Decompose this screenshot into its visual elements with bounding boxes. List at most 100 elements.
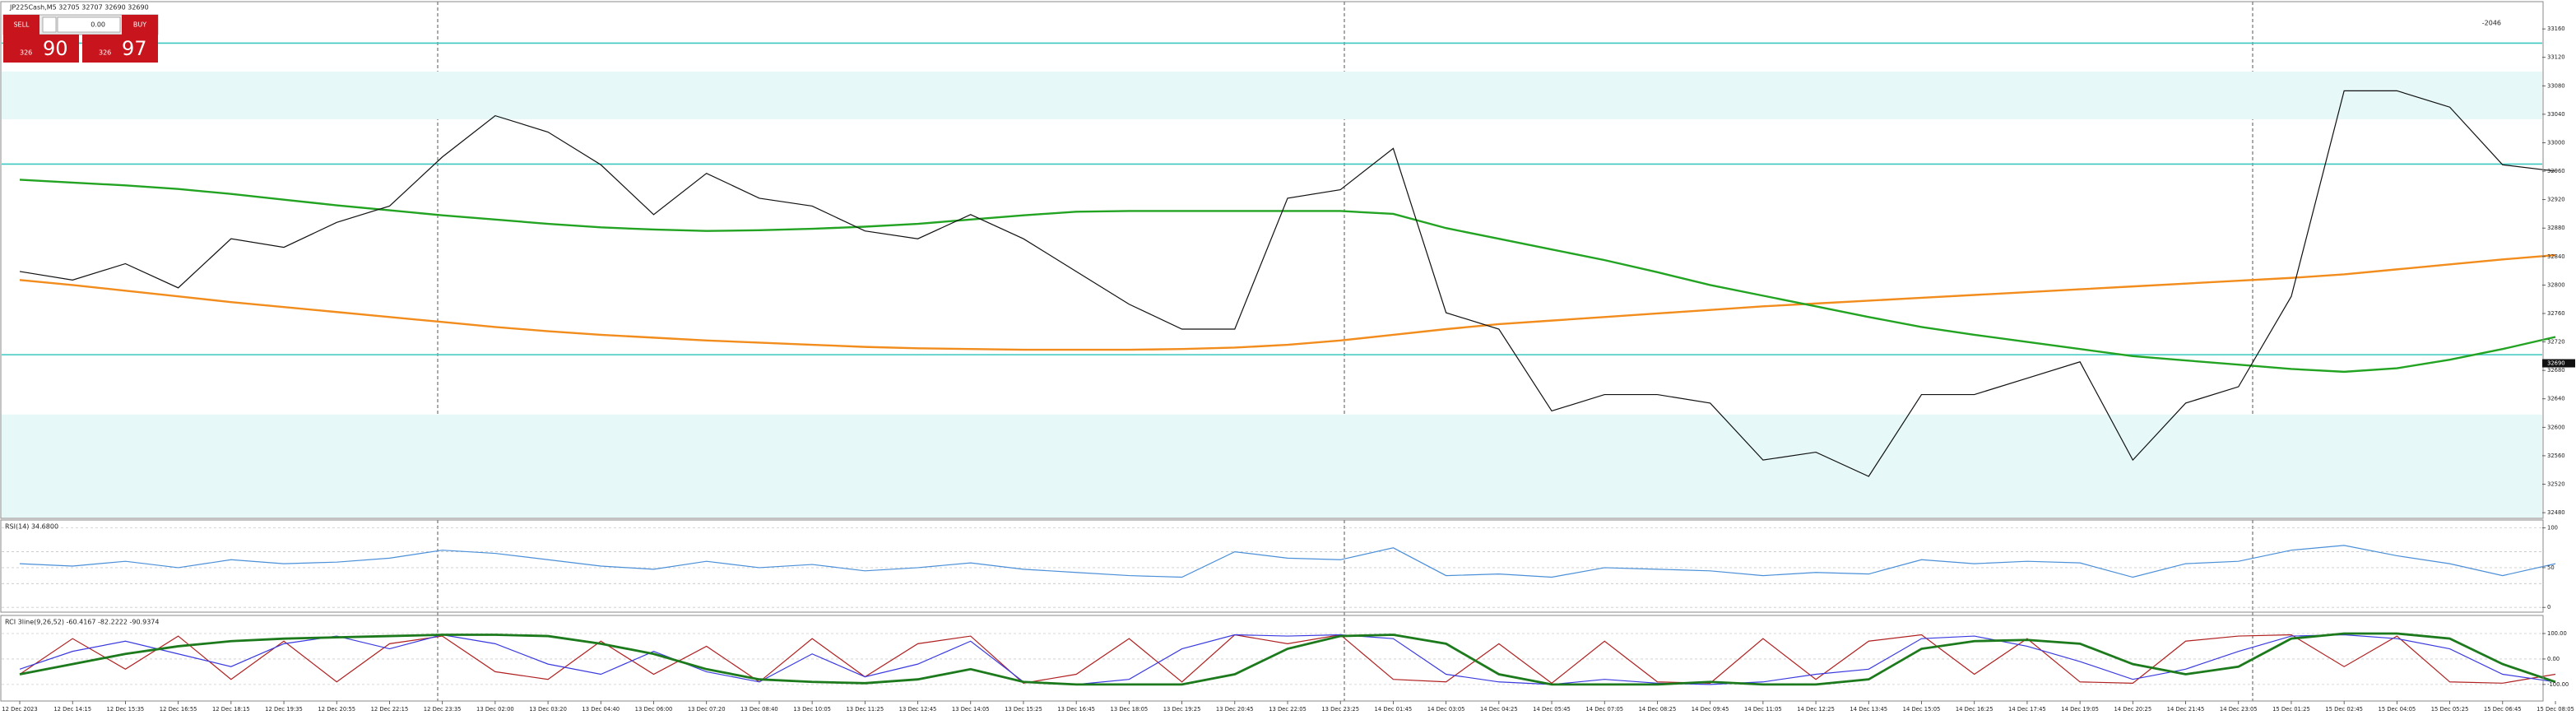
- buy-price[interactable]: [82, 35, 158, 63]
- last-price-box: [2542, 359, 2575, 368]
- x-tick-label: 14 Dec 23:05: [2220, 706, 2258, 713]
- x-tick-label: 13 Dec 20:45: [1216, 706, 1254, 713]
- x-tick-label: 15 Dec 02:45: [2325, 706, 2363, 713]
- x-tick-label: 14 Dec 13:45: [1850, 706, 1887, 713]
- x-tick-label: 12 Dec 19:35: [265, 706, 303, 713]
- x-tick-label: 12 Dec 2023: [2, 706, 37, 713]
- y-tick-label: 32480: [2547, 509, 2565, 516]
- y-tick-label: 0.00: [2547, 656, 2560, 662]
- chart-title: JP225Cash,M5 32705 32707 32690 32690: [9, 4, 149, 12]
- x-tick-label: 14 Dec 16:25: [1956, 706, 1993, 713]
- series-line: [19, 179, 2556, 374]
- x-tick-label: 13 Dec 08:40: [740, 706, 778, 713]
- y-tick-label: 32680: [2547, 367, 2565, 374]
- y-tick-label: 32840: [2547, 253, 2565, 260]
- y-tick-label: 100.00: [2547, 630, 2567, 637]
- zone: [2, 72, 2542, 119]
- x-tick-label: 12 Dec 15:35: [107, 706, 145, 713]
- main-frame: [0, 1, 2544, 519]
- buy-label[interactable]: BUY: [133, 21, 146, 29]
- x-tick-label: 14 Dec 15:05: [1903, 706, 1941, 713]
- y-tick-label: -100.00: [2547, 681, 2569, 688]
- trade-panel: SELL BUY 0.00 326 90 326 97: [2, 14, 159, 63]
- x-tick-label: 13 Dec 22:05: [1269, 706, 1307, 713]
- x-tick-label: 14 Dec 20:25: [2114, 706, 2151, 713]
- buy-price-big: 97: [122, 37, 147, 60]
- y-tick-label: 33120: [2547, 54, 2565, 61]
- y-tick-label: 32800: [2547, 281, 2565, 288]
- y-tick-label: 32560: [2547, 453, 2565, 459]
- axes: 32480 32520 32560 32600 32640 32680 32720 32760…: [2, 26, 2575, 713]
- x-tick-label: 14 Dec 01:45: [1375, 706, 1413, 713]
- x-tick-label: 12 Dec 14:15: [53, 706, 91, 713]
- x-tick-label: 14 Dec 08:25: [1639, 706, 1677, 713]
- y-tick-label: 32920: [2547, 197, 2565, 203]
- x-tick-label: 13 Dec 15:25: [1005, 706, 1042, 713]
- y-tick-label: 33080: [2547, 82, 2565, 89]
- y-tick-label: 32600: [2547, 424, 2565, 430]
- x-tick-label: 14 Dec 03:05: [1427, 706, 1465, 713]
- x-tick-label: 13 Dec 19:25: [1163, 706, 1201, 713]
- x-tick-label: 13 Dec 23:25: [1321, 706, 1359, 713]
- lot-value[interactable]: 0.00: [91, 21, 105, 29]
- last-price-label: 32690: [2547, 360, 2565, 367]
- rsi-title: RSI(14) 34.6800: [5, 523, 58, 531]
- sell-price-small: 326: [20, 49, 32, 57]
- rci-title: RCI 3line(9,26,52) -60.4167 -82.2222 -90…: [5, 619, 160, 626]
- series-line: [19, 545, 2556, 578]
- x-tick-label: 13 Dec 02:00: [476, 706, 514, 713]
- x-tick-label: 13 Dec 18:05: [1111, 706, 1149, 713]
- corner-value: -2046: [2482, 20, 2501, 27]
- lot-input[interactable]: [57, 16, 121, 33]
- series-line: [19, 90, 2556, 477]
- x-tick-label: 13 Dec 04:40: [582, 706, 620, 713]
- y-tick-label: 33000: [2547, 139, 2565, 146]
- x-tick-label: 15 Dec 05:25: [2431, 706, 2469, 713]
- x-tick-label: 14 Dec 21:45: [2167, 706, 2205, 713]
- buy-price-small: 326: [99, 49, 111, 57]
- x-tick-label: 15 Dec 01:25: [2272, 706, 2310, 713]
- series-line: [19, 634, 2556, 685]
- x-tick-label: 15 Dec 04:05: [2379, 706, 2416, 713]
- x-tick-label: 14 Dec 04:25: [1480, 706, 1518, 713]
- x-tick-label: 13 Dec 03:20: [529, 706, 567, 713]
- x-tick-label: 12 Dec 23:35: [424, 706, 462, 713]
- sell-price-big: 90: [43, 37, 68, 60]
- y-tick-label: 32720: [2547, 339, 2565, 346]
- buy-button[interactable]: [122, 15, 158, 35]
- x-tick-label: 14 Dec 17:45: [2008, 706, 2046, 713]
- x-tick-label: 12 Dec 22:15: [371, 706, 409, 713]
- x-tick-label: 14 Dec 07:05: [1585, 706, 1623, 713]
- series-line: [19, 253, 2556, 351]
- x-tick-label: 15 Dec 06:45: [2484, 706, 2522, 713]
- x-tick-label: 14 Dec 12:25: [1797, 706, 1835, 713]
- y-tick-label: 32520: [2547, 481, 2565, 487]
- sell-price[interactable]: [3, 35, 79, 63]
- x-tick-label: 13 Dec 12:45: [899, 706, 937, 713]
- plots: [2, 2, 2556, 701]
- x-tick-label: 13 Dec 14:05: [952, 706, 990, 713]
- y-tick-label: 100: [2547, 525, 2558, 532]
- x-tick-label: 13 Dec 16:45: [1057, 706, 1095, 713]
- lot-dropdown[interactable]: [42, 16, 57, 33]
- rsi-frame: [0, 519, 2544, 613]
- rci-frame: [0, 615, 2544, 702]
- x-tick-label: 14 Dec 11:05: [1744, 706, 1782, 713]
- sell-button[interactable]: [3, 15, 39, 35]
- x-tick-label: 12 Dec 20:55: [318, 706, 355, 713]
- x-tick-label: 15 Dec 08:05: [2537, 706, 2574, 713]
- x-tick-label: 13 Dec 10:05: [793, 706, 831, 713]
- x-tick-label: 12 Dec 18:15: [212, 706, 250, 713]
- zone: [2, 414, 2542, 518]
- sell-label[interactable]: SELL: [13, 21, 30, 29]
- y-tick-label: 50: [2547, 564, 2555, 571]
- y-tick-label: 32760: [2547, 310, 2565, 317]
- series-line: [19, 632, 2556, 686]
- y-tick-label: 33160: [2547, 26, 2565, 32]
- x-tick-label: 14 Dec 19:05: [2061, 706, 2099, 713]
- x-tick-label: 13 Dec 11:25: [846, 706, 884, 713]
- y-tick-label: 32880: [2547, 225, 2565, 231]
- x-tick-label: 14 Dec 09:45: [1692, 706, 1729, 713]
